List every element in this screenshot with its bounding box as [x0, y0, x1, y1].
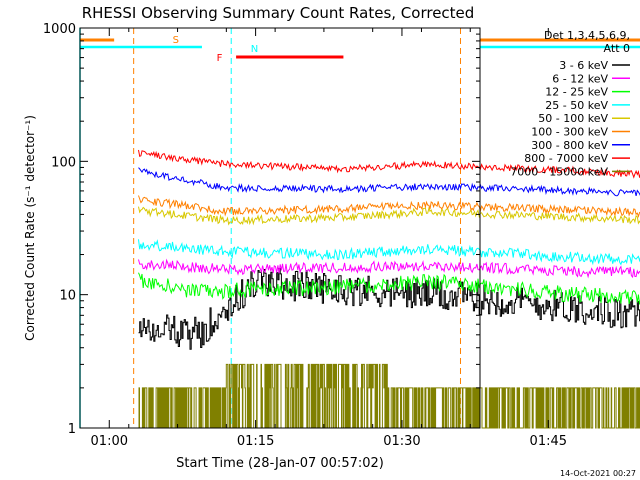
legend-title-line-1: Det 1,3,4,5,6,9,	[544, 29, 630, 42]
series-6-12-kev	[138, 258, 640, 279]
x-tick-label-0100: 01:00	[91, 434, 128, 449]
series-12-25-kev	[138, 272, 640, 305]
flare-marker-label: F	[217, 53, 223, 64]
y-tick-label-100: 100	[51, 155, 76, 170]
y-axis-label: Corrected Count Rate (s⁻¹ detector⁻¹)	[23, 115, 37, 341]
series-25-50-kev	[138, 239, 640, 266]
axes: 110100100001:0001:1501:3001:4502:0002:15…	[43, 22, 567, 449]
series-100-300-kev	[138, 195, 640, 219]
series-800-7000-kev	[138, 149, 640, 179]
y-tick-label-1000: 1000	[43, 22, 76, 37]
x-tick-label-0115: 01:15	[237, 434, 274, 449]
x-tick-label-0145: 01:45	[530, 434, 567, 449]
legend-label-25-50: 25 - 50 keV	[545, 99, 608, 112]
x-tick-label-0130: 01:30	[383, 434, 420, 449]
legend-label-12-25: 12 - 25 keV	[545, 86, 608, 99]
legend-label-50-100: 50 - 100 keV	[538, 112, 608, 125]
legend-title-line-2: Att 0	[604, 42, 630, 55]
y-tick-label-10: 10	[59, 289, 76, 304]
plot-area: S N F	[79, 28, 640, 429]
plot-frame	[79, 27, 481, 429]
y-tick-label-1: 1	[68, 422, 76, 437]
series-3-6-kev	[138, 268, 640, 350]
legend-label-7000-15000: 7000 - 15000 keV	[510, 165, 608, 178]
legend-label-6-12: 6 - 12 keV	[552, 72, 608, 85]
saa-marker-label: S	[173, 35, 179, 46]
legend-label-100-300: 100 - 300 keV	[531, 126, 608, 139]
chart-title: RHESSI Observing Summary Count Rates, Co…	[82, 4, 475, 22]
legend-label-3-6: 3 - 6 keV	[559, 59, 608, 72]
series-50-100-kev	[138, 206, 640, 226]
legend-label-300-800: 300 - 800 keV	[531, 139, 608, 152]
x-axis-label: Start Time (28-Jan-07 00:57:02)	[176, 456, 384, 471]
night-marker-label: N	[251, 44, 258, 55]
series-7000-15000-kev	[138, 363, 640, 429]
footer-timestamp: 14-Oct-2021 00:27	[560, 469, 636, 478]
series-300-800-kev	[138, 167, 640, 197]
legend-label-800-7000: 800 - 7000 keV	[524, 152, 608, 165]
